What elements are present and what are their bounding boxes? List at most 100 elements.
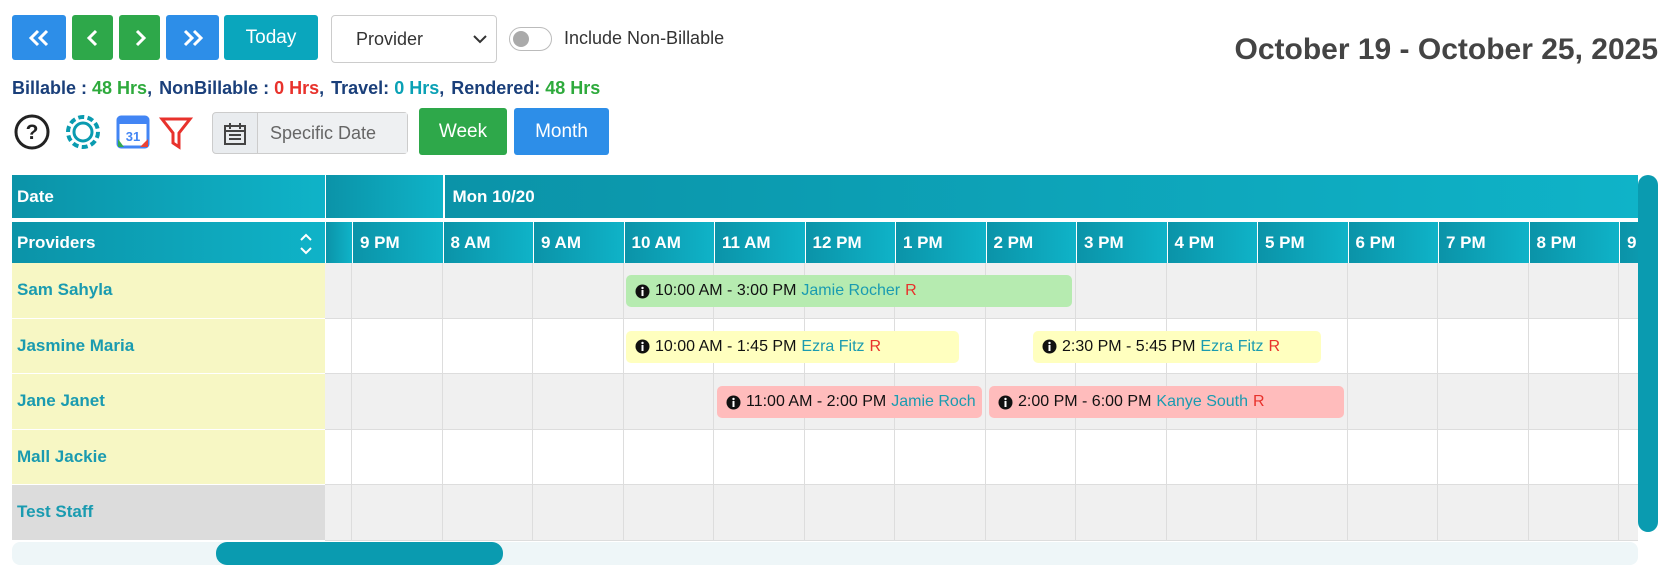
week-button[interactable]: Week xyxy=(419,108,507,155)
info-icon xyxy=(726,395,741,409)
slot xyxy=(442,485,533,541)
provider-name: Jane Janet xyxy=(12,374,325,430)
slot xyxy=(1619,263,1638,319)
next-button[interactable] xyxy=(119,15,160,60)
slot xyxy=(533,318,624,374)
slot xyxy=(1528,374,1619,430)
appointment[interactable]: 2:30 PM - 5:45 PM Ezra Fitz R xyxy=(1033,330,1321,363)
slot xyxy=(533,263,624,319)
slot xyxy=(1438,485,1529,541)
day-header: Mon 10/20 xyxy=(442,175,1638,218)
slot xyxy=(895,429,986,485)
client-name: Ezra Fitz xyxy=(1200,337,1264,355)
slot xyxy=(985,485,1076,541)
svg-text:?: ? xyxy=(26,121,39,144)
slot xyxy=(1347,374,1438,430)
slot xyxy=(1257,263,1348,319)
appointment-time: 11:00 AM - 2:00 PM xyxy=(746,393,887,410)
info-icon xyxy=(1042,339,1057,354)
slot xyxy=(1076,429,1167,485)
month-button[interactable]: Month xyxy=(514,108,609,155)
summary-value: 48 Hrs xyxy=(92,78,148,98)
slot xyxy=(1347,263,1438,319)
summary-value: 48 Hrs xyxy=(545,78,601,98)
select-text: Provider xyxy=(356,28,424,49)
slot xyxy=(1076,485,1167,541)
first-button[interactable] xyxy=(12,15,66,60)
slot xyxy=(623,429,714,485)
hour-header: 1 PM xyxy=(895,220,986,263)
slot xyxy=(985,429,1076,485)
slot xyxy=(352,429,443,485)
slot xyxy=(1619,318,1638,374)
date-picker[interactable]: Specific Date xyxy=(212,112,408,154)
slot xyxy=(1347,429,1438,485)
slot xyxy=(1438,318,1529,374)
slot xyxy=(352,374,443,430)
slot xyxy=(1619,485,1638,541)
rendered-flag: R xyxy=(1268,337,1281,355)
slot xyxy=(442,374,533,430)
last-button[interactable] xyxy=(166,15,219,60)
slot xyxy=(1528,485,1619,541)
hour-header: 11 AM xyxy=(714,220,805,263)
hour-header xyxy=(325,220,352,263)
hour-header: 8 AM xyxy=(442,220,533,263)
toggle[interactable] xyxy=(509,27,552,51)
hour-header: 9 PM xyxy=(352,220,443,263)
slot xyxy=(804,429,895,485)
summary-sep: , xyxy=(439,78,445,98)
summary-sep: , xyxy=(147,78,153,98)
hour-header: 7 PM xyxy=(1438,220,1529,263)
client-name: Ezra Fitz xyxy=(801,337,865,355)
sort-icon[interactable] xyxy=(299,232,313,256)
appointment[interactable]: 11:00 AM - 2:00 PM Jamie Roch xyxy=(717,386,982,418)
slot xyxy=(533,485,624,541)
summary-label: Billable : xyxy=(12,78,88,98)
appointment-time: 2:00 PM - 6:00 PM xyxy=(1018,393,1152,410)
summary-value: 0 Hrs xyxy=(274,78,320,98)
slot xyxy=(1166,429,1257,485)
date-range: October 19 - October 25, 2025 xyxy=(1234,33,1658,66)
summary-label: Travel: xyxy=(331,78,390,98)
client-name: Jamie Rocher xyxy=(801,282,901,299)
rendered-flag: R xyxy=(905,282,917,299)
gcal-icon-day: 31 xyxy=(126,129,140,144)
client-name: Jamie Roch xyxy=(891,393,976,410)
slot xyxy=(1528,263,1619,319)
h-scroll-thumb[interactable] xyxy=(216,542,503,565)
summary-label: NonBillable : xyxy=(159,78,270,98)
client-name: Kanye South xyxy=(1156,393,1249,410)
slot xyxy=(325,374,352,430)
slot xyxy=(895,485,986,541)
provider-name: Mall Jackie xyxy=(12,429,325,485)
prev-button[interactable] xyxy=(72,15,113,60)
hour-header: 4 PM xyxy=(1166,220,1257,263)
slot xyxy=(325,429,352,485)
slot xyxy=(1347,485,1438,541)
slot xyxy=(1347,318,1438,374)
appointment[interactable]: 2:00 PM - 6:00 PM Kanye South R xyxy=(989,386,1344,418)
slot xyxy=(1166,485,1257,541)
summary-sep: , xyxy=(319,78,325,98)
date-header: Date xyxy=(12,175,325,218)
appointment[interactable]: 10:00 AM - 1:45 PM Ezra Fitz R xyxy=(626,330,959,363)
today-button[interactable]: Today xyxy=(224,15,318,60)
summary-value: 0 Hrs xyxy=(394,78,440,98)
slot xyxy=(714,429,805,485)
slot xyxy=(352,263,443,319)
slot xyxy=(1257,485,1348,541)
slot xyxy=(325,485,352,541)
schedule-grid: Date Mon 10/20 Providers 9 PM 8 AM 9 AM 10 AM 1… xyxy=(12,175,1638,542)
rendered-flag: R xyxy=(869,337,882,355)
appointment[interactable]: 10:00 AM - 3:00 PM Jamie Rocher R xyxy=(626,275,1072,307)
appointment-time: 10:00 AM - 3:00 PM xyxy=(655,282,797,299)
slot xyxy=(352,485,443,541)
slot xyxy=(1438,374,1529,430)
provider-select[interactable]: Provider xyxy=(331,15,497,63)
slot xyxy=(1619,374,1638,430)
hour-header: 9 PM xyxy=(1619,220,1638,263)
date-input[interactable]: Specific Date xyxy=(257,113,407,153)
v-scroll-thumb[interactable] xyxy=(1638,175,1658,532)
